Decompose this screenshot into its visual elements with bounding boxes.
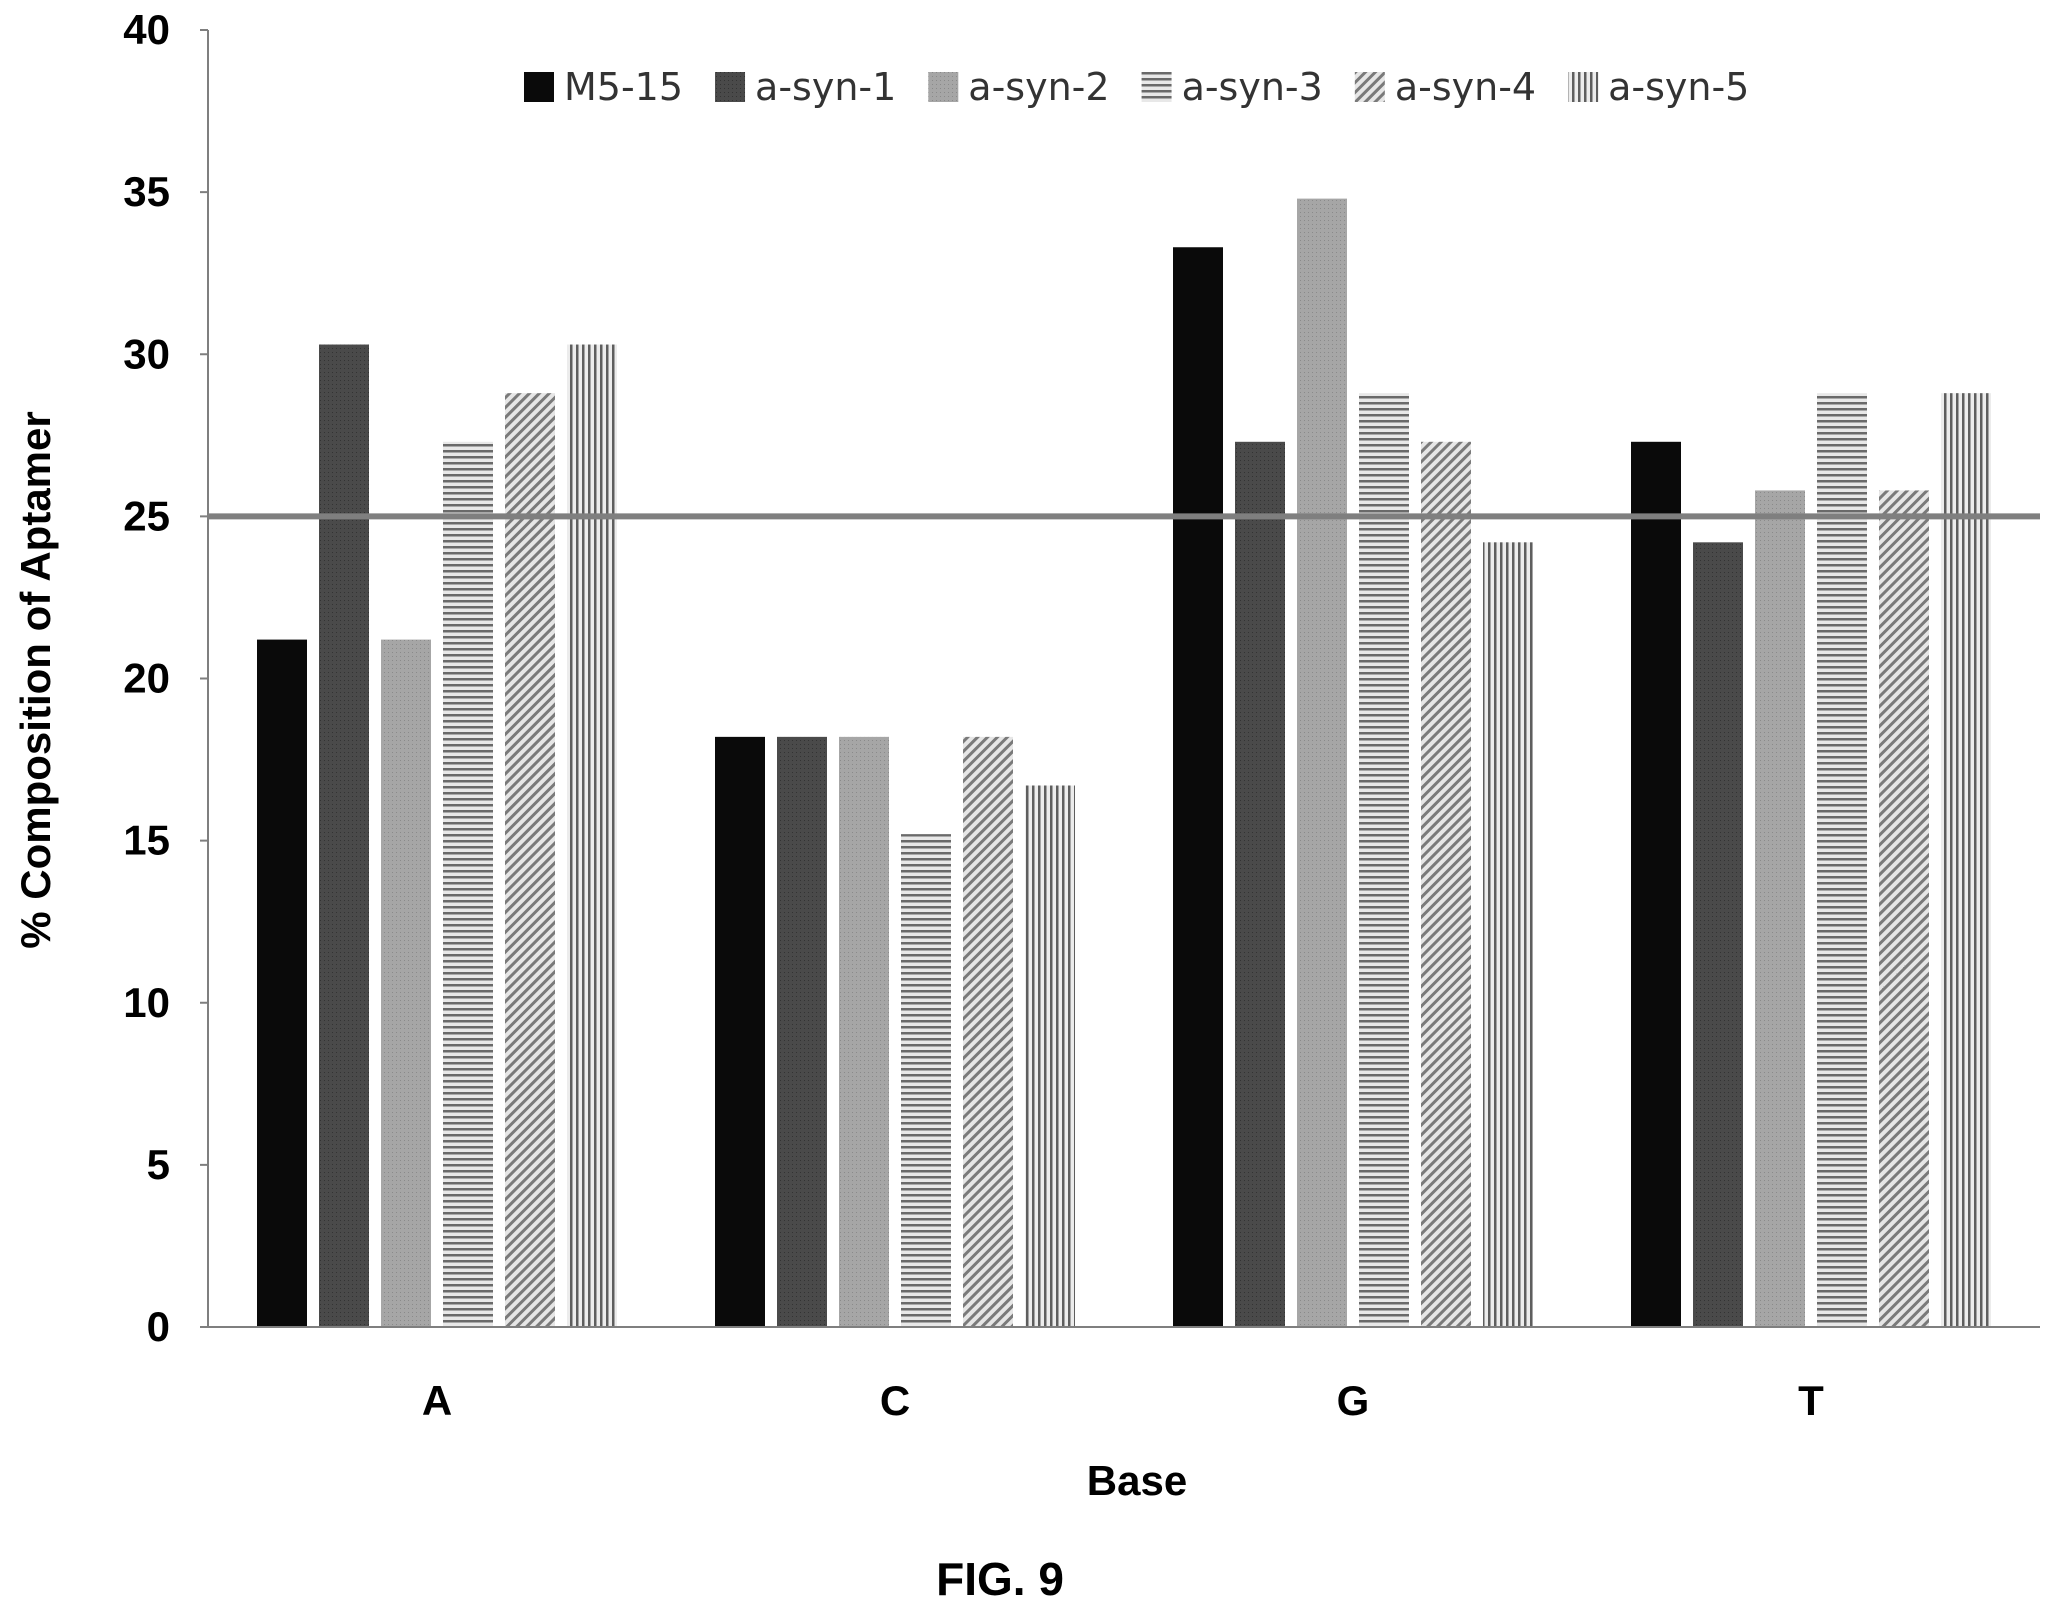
- bar-M5-15-C: [715, 736, 765, 1327]
- legend-label: a-syn-3: [1182, 65, 1323, 109]
- bar-a-syn-1-G: [1235, 441, 1285, 1327]
- y-tick-label: 25: [123, 492, 170, 539]
- y-tick-label: 35: [123, 168, 170, 215]
- x-tick-label: G: [1337, 1377, 1370, 1424]
- legend-swatch: [524, 72, 554, 102]
- y-tick-label: 5: [147, 1141, 170, 1188]
- legend-label: a-syn-5: [1608, 65, 1749, 109]
- bar-a-syn-5-C: [1025, 785, 1075, 1327]
- legend-label: a-syn-2: [968, 65, 1109, 109]
- bar-a-syn-3-C: [901, 834, 951, 1327]
- legend-swatch: [715, 72, 746, 102]
- legend-label: a-syn-4: [1395, 65, 1536, 109]
- legend-label: a-syn-1: [755, 65, 896, 109]
- bar-a-syn-3-A: [443, 441, 493, 1327]
- bar-a-syn-2-G: [1297, 198, 1347, 1328]
- bar-a-syn-5-A: [567, 344, 617, 1328]
- x-tick-label: A: [422, 1377, 452, 1424]
- y-tick-label: 0: [147, 1303, 170, 1350]
- bar-a-syn-1-A: [319, 344, 369, 1328]
- bar-a-syn-4-T: [1879, 490, 1929, 1327]
- bar-a-syn-1-C: [777, 736, 827, 1327]
- y-tick-label: 30: [123, 330, 170, 377]
- bar-a-syn-2-T: [1755, 490, 1805, 1327]
- x-tick-label: C: [880, 1377, 910, 1424]
- axes: [207, 30, 2040, 1328]
- legend-label: M5-15: [564, 65, 683, 109]
- y-tick-label: 40: [123, 6, 170, 53]
- bar-a-syn-4-C: [963, 736, 1013, 1327]
- legend-swatch: [1141, 72, 1172, 102]
- bar-a-syn-1-T: [1693, 542, 1743, 1327]
- legend: M5-15 a-syn-1 a-syn-2 a-syn-3 a-syn-4 a-syn-5: [524, 65, 1749, 109]
- bar-M5-15-T: [1631, 441, 1681, 1327]
- bar-a-syn-5-G: [1483, 542, 1533, 1327]
- y-axis-title: % Composition of Aptamer: [12, 411, 59, 948]
- x-axis-title: Base: [1087, 1457, 1187, 1504]
- bar-a-syn-5-T: [1941, 393, 1991, 1327]
- x-tick-label: T: [1798, 1377, 1824, 1424]
- legend-swatch: [1354, 72, 1385, 102]
- y-tick-label: 10: [123, 979, 170, 1026]
- bars-group: [257, 198, 1991, 1328]
- y-tick-label: 15: [123, 817, 170, 864]
- bar-M5-15-A: [257, 639, 307, 1327]
- bar-a-syn-3-T: [1817, 393, 1867, 1327]
- bar-a-syn-4-G: [1421, 441, 1471, 1327]
- legend-swatch: [928, 72, 959, 102]
- y-tick-label: 20: [123, 655, 170, 702]
- bar-a-syn-4-A: [505, 393, 555, 1327]
- y-axis-ticks: 0 5 10 15 20 25 30 35 40: [123, 6, 208, 1350]
- bar-a-syn-2-A: [381, 639, 431, 1327]
- bar-M5-15-G: [1173, 247, 1223, 1327]
- bar-a-syn-2-C: [839, 736, 889, 1327]
- figure-caption: FIG. 9: [936, 1553, 1064, 1605]
- bar-a-syn-3-G: [1359, 393, 1409, 1327]
- legend-swatch: [1568, 72, 1599, 102]
